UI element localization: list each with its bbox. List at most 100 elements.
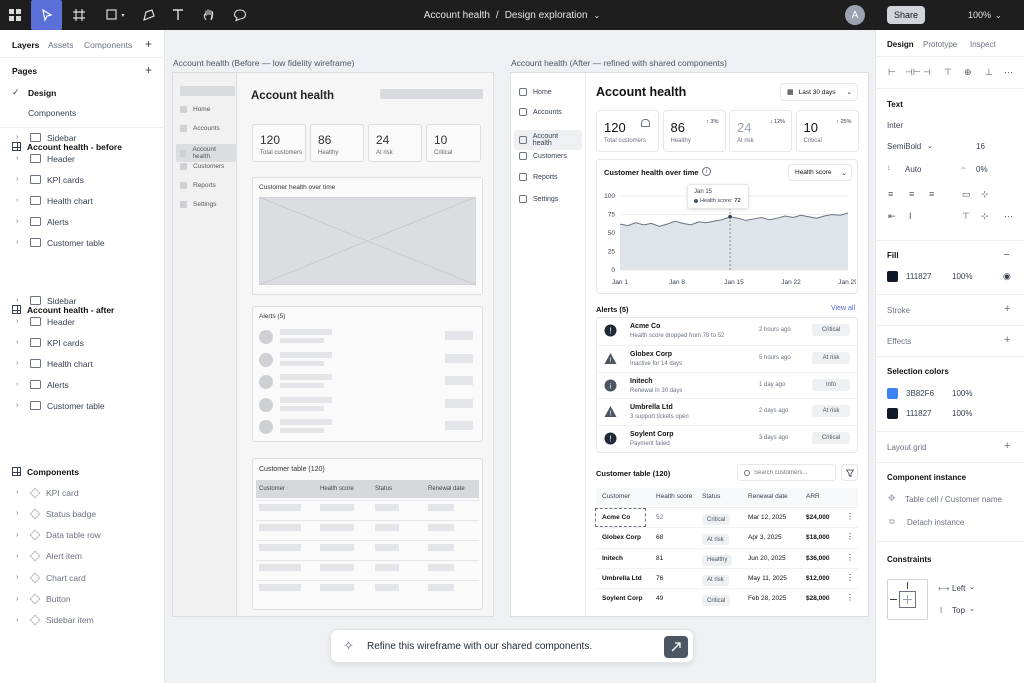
chevron-right-icon[interactable]: › xyxy=(16,381,19,388)
customer-name-cell[interactable]: Soylent Corp xyxy=(602,595,643,603)
chevron-right-icon[interactable]: › xyxy=(16,197,19,204)
frame-label-before[interactable]: Account health (Before — low fidelity wi… xyxy=(173,58,355,68)
more-icon[interactable]: ⋮ xyxy=(846,572,854,582)
alert-item[interactable]: ! Soylent Corp Payment failed 3 days ago Cri… xyxy=(596,425,858,451)
table-row[interactable]: Initech 81 Healthy Jun 20, 2025 $36,000 ⋮ xyxy=(596,547,858,568)
constraint-v-select[interactable]: Top xyxy=(952,606,965,615)
layer-item[interactable]: › Sidebar xyxy=(0,290,165,311)
component-item[interactable]: › Status badge xyxy=(0,503,165,524)
text-valign-middle-icon[interactable]: ⊹ xyxy=(981,211,989,221)
page-item-design[interactable]: ✓ Design xyxy=(0,82,165,103)
table-row[interactable]: Acme Co 52 Critical Mar 12, 2025 $24,000 ⋮ xyxy=(596,507,858,527)
health-chart[interactable]: 0 25 50 75 100 Jan 1 Jan 8 Jan 15 Jan 22 Jan 29 xyxy=(598,186,856,290)
shape-tool-icon[interactable]: ▾ xyxy=(102,0,128,30)
constraint-widget[interactable] xyxy=(887,579,928,620)
selection-color-swatch[interactable] xyxy=(887,388,898,399)
layer-item[interactable]: › Customer table xyxy=(0,232,165,253)
sidebar-item[interactable]: Reports xyxy=(519,173,558,181)
align-top-icon[interactable]: ⊤ xyxy=(944,67,952,77)
text-align-right-icon[interactable]: ≡ xyxy=(929,189,935,199)
chevron-right-icon[interactable]: › xyxy=(16,339,19,346)
add-stroke-icon[interactable]: + xyxy=(1004,303,1011,315)
text-tool-icon[interactable] xyxy=(170,0,186,30)
chevron-right-icon[interactable]: › xyxy=(16,402,19,409)
remove-fill-icon[interactable]: – xyxy=(1004,249,1010,260)
search-input[interactable] xyxy=(754,469,834,476)
customer-name-cell[interactable]: Umbrella Ltd xyxy=(602,574,642,582)
selection-color-hex[interactable]: 111827 xyxy=(906,409,932,418)
frame-label-after[interactable]: Account health (After — refined with sha… xyxy=(511,58,727,68)
tab-prototype[interactable]: Prototype xyxy=(923,40,958,49)
chevron-right-icon[interactable]: › xyxy=(16,318,19,325)
align-left-icon[interactable]: ⊢ xyxy=(888,67,896,77)
add-page-icon[interactable]: + xyxy=(145,63,153,77)
kpi-card[interactable]: 120 Total customers xyxy=(596,110,659,152)
share-button[interactable]: Share xyxy=(887,6,925,24)
frame-after[interactable] xyxy=(510,72,869,617)
sidebar-item[interactable]: Accounts xyxy=(519,108,562,116)
chevron-right-icon[interactable]: › xyxy=(16,531,19,539)
fill-swatch[interactable] xyxy=(887,271,898,282)
sidebar-item[interactable]: Customers xyxy=(519,152,567,160)
eye-icon[interactable]: ◉ xyxy=(1003,271,1011,281)
sidebar-item[interactable]: Settings xyxy=(519,195,558,203)
align-bottom-icon[interactable]: ⊥ xyxy=(985,67,993,77)
add-grid-icon[interactable]: + xyxy=(1004,440,1011,452)
font-family-select[interactable]: Inter xyxy=(887,121,904,130)
frame-tool-icon[interactable] xyxy=(70,0,88,30)
tab-components[interactable]: Components xyxy=(84,40,133,50)
hand-tool-icon[interactable] xyxy=(201,0,217,30)
chevron-down-icon[interactable]: ⌄ xyxy=(969,584,975,591)
tab-inspect[interactable]: Inspect xyxy=(970,40,996,49)
layer-item[interactable]: › Header xyxy=(0,148,165,169)
more-options-icon[interactable]: ⋯ xyxy=(1004,67,1013,77)
chevron-right-icon[interactable]: › xyxy=(16,510,19,518)
move-tool-icon[interactable] xyxy=(31,0,62,30)
more-icon[interactable]: ⋮ xyxy=(846,552,854,562)
detach-instance-button[interactable]: Detach instance xyxy=(907,518,965,527)
sidebar-item[interactable]: Home xyxy=(519,88,552,96)
page-item-components[interactable]: Components xyxy=(0,102,165,123)
alert-item[interactable]: ! Acme Co Health score dropped from 78 to … xyxy=(596,318,858,344)
layer-item[interactable]: › Alerts xyxy=(0,374,165,395)
align-center-h-icon[interactable]: ⊣⊢ xyxy=(905,67,921,77)
table-row[interactable]: Globex Corp 68 At risk Apr 3, 2025 $18,000 ⋮ xyxy=(596,527,858,547)
align-center-v-icon[interactable]: ⊕ xyxy=(964,67,972,77)
chevron-right-icon[interactable]: › xyxy=(16,155,19,162)
components-group[interactable]: Components xyxy=(0,461,165,482)
search-field[interactable] xyxy=(737,464,836,481)
layer-item[interactable]: › Sidebar xyxy=(0,127,165,148)
component-item[interactable]: › Button xyxy=(0,589,165,610)
alert-item[interactable]: i Initech Renewal in 30 days 1 day ago Info xyxy=(596,371,858,398)
layer-item[interactable]: › KPI cards xyxy=(0,169,165,190)
chevron-down-icon[interactable]: ⌄ xyxy=(969,606,975,613)
selection-color-opacity[interactable]: 100% xyxy=(952,409,973,418)
more-icon[interactable]: ⋮ xyxy=(846,593,854,603)
tab-assets[interactable]: Assets xyxy=(48,40,74,50)
more-icon[interactable]: ⋮ xyxy=(846,512,854,521)
instance-name[interactable]: Table cell / Customer name xyxy=(905,495,1002,504)
more-icon[interactable]: ⋮ xyxy=(846,532,854,542)
date-range-select[interactable]: ▦ Last 30 days ⌄ xyxy=(780,83,858,101)
chevron-right-icon[interactable]: › xyxy=(16,552,19,560)
sidebar-item[interactable]: Account health xyxy=(514,130,582,150)
chevron-down-icon[interactable]: ⌄ xyxy=(593,10,601,20)
customer-name-cell[interactable]: Globex Corp xyxy=(602,534,642,542)
more-options-icon[interactable]: ⋯ xyxy=(1004,211,1013,221)
chevron-right-icon[interactable]: › xyxy=(16,134,19,141)
layer-item[interactable]: › Customer table xyxy=(0,395,165,416)
prompt-text[interactable]: Refine this wireframe with our shared co… xyxy=(367,641,593,652)
alert-item[interactable]: ! Umbrella Ltd 3 support tickets open 2 day… xyxy=(596,398,858,424)
filter-button[interactable] xyxy=(841,464,858,481)
customer-name-cell[interactable]: Initech xyxy=(602,554,623,562)
page-name[interactable]: Design exploration xyxy=(504,9,588,21)
component-item[interactable]: › Data table row xyxy=(0,525,165,546)
table-row[interactable]: Soylent Corp 49 Critical Feb 28, 2025 $28,00… xyxy=(596,588,858,608)
chevron-right-icon[interactable]: › xyxy=(16,360,19,367)
tab-layers[interactable]: Layers xyxy=(12,40,40,50)
chevron-right-icon[interactable]: › xyxy=(16,489,19,496)
customer-name-cell[interactable]: Acme Co xyxy=(602,514,631,521)
layer-item[interactable]: › Alerts xyxy=(0,211,165,232)
kpi-card[interactable]: 86 Healthy ↑ 3% xyxy=(662,110,726,152)
component-item[interactable]: › Alert item xyxy=(0,546,165,567)
